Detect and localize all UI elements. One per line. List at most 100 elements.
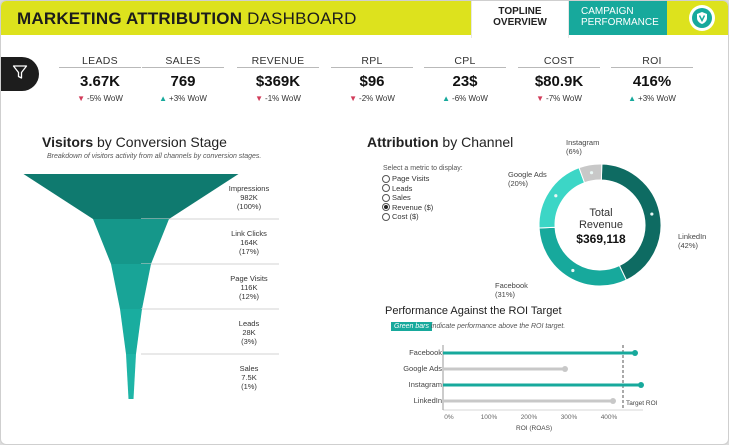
metric-radio-cost[interactable]: Cost ($): [382, 212, 419, 221]
kpi-change: ▲ +3% WoW: [611, 94, 693, 103]
tab-label-line2: OVERVIEW: [493, 17, 547, 28]
radio-circle[interactable]: [382, 184, 390, 192]
funnel-label-pct: (1%): [241, 382, 257, 391]
kpi-label: COST: [518, 55, 600, 68]
kpi-change: ▼ -1% WoW: [237, 94, 319, 103]
visitors-title-light: by Conversion Stage: [93, 134, 227, 150]
radio-label: Cost ($): [392, 212, 419, 221]
trend-down-icon: ▼: [255, 94, 264, 103]
kpi-value: 3.67K: [79, 73, 121, 90]
donut-center: Total Revenue $369,118: [564, 207, 638, 245]
roi-legend-text: indicate performance above the ROI targe…: [431, 323, 566, 330]
trend-up-icon: ▲: [159, 94, 168, 103]
donut-label-name: Instagram: [566, 138, 600, 147]
roi-bar-endpoint: [638, 382, 644, 388]
shield-leaf-icon: [689, 5, 715, 31]
kpi-change-text: -5% WoW: [87, 94, 123, 103]
metric-radio-revenue[interactable]: Revenue ($): [382, 203, 433, 212]
roi-axis-tick: 0%: [444, 414, 454, 421]
roi-category-label: Instagram: [408, 380, 442, 389]
metric-radio-page-visits[interactable]: Page Visits: [382, 174, 429, 183]
donut-slice-marker: [650, 212, 654, 216]
funnel-label-pct: (100%): [236, 202, 262, 211]
kpi-change-text: -7% WoW: [546, 94, 582, 103]
donut-label-linkedin: LinkedIn (42%): [678, 232, 706, 250]
attribution-title-bold: Attribution: [367, 134, 439, 150]
trend-down-icon: ▼: [77, 94, 86, 103]
donut-label-google-ads: Google Ads (20%): [508, 170, 547, 188]
kpi-card-cpl: CPL 23$ ▲ -6% WoW: [424, 55, 506, 103]
funnel-label: Sales 7.5K (1%): [219, 364, 279, 391]
donut-slice-marker: [554, 194, 558, 198]
metric-radio-leads[interactable]: Leads: [382, 184, 412, 193]
kpi-card-cost: COST $80.9K ▼ -7% WoW: [518, 55, 600, 103]
roi-title: Performance Against the ROI Target: [385, 305, 562, 317]
funnel-label-name: Impressions: [228, 184, 270, 193]
radio-circle[interactable]: [382, 174, 390, 183]
donut-center-line2: Revenue: [578, 219, 624, 231]
donut-label-name: Google Ads: [508, 170, 547, 179]
radio-label: Revenue ($): [392, 202, 434, 212]
filter-button[interactable]: [1, 57, 39, 91]
funnel-label: Leads 28K (3%): [219, 319, 279, 346]
funnel-label-name: Page Visits: [230, 274, 268, 283]
roi-axis-tick: 400%: [600, 414, 618, 421]
kpi-value: $80.9K: [534, 73, 584, 90]
kpi-change: ▲ -6% WoW: [424, 94, 506, 103]
roi-bar-linkedin[interactable]: [443, 399, 613, 403]
funnel-label-value: 7.5K: [241, 373, 257, 382]
roi-target-label: Target ROI: [626, 400, 658, 407]
roi-legend-tag: Green bars: [391, 322, 433, 331]
kpi-change-text: -6% WoW: [452, 94, 488, 103]
kpi-change-text: +3% WoW: [169, 94, 207, 103]
donut-label-name: Facebook: [495, 281, 528, 290]
kpi-value: 769: [170, 73, 196, 90]
kpi-value: $96: [359, 73, 385, 90]
kpi-label: REVENUE: [237, 55, 319, 68]
kpi-change-text: -2% WoW: [359, 94, 395, 103]
kpi-change-text: -1% WoW: [265, 94, 301, 103]
roi-bar-endpoint: [562, 366, 568, 372]
donut-label-pct: (31%): [495, 290, 516, 299]
trend-down-icon: ▼: [349, 94, 358, 103]
radio-circle[interactable]: [382, 212, 390, 221]
funnel-label-name: Sales: [239, 364, 259, 373]
roi-bar-instagram[interactable]: [443, 383, 641, 387]
funnel-label-pct: (17%): [238, 247, 259, 256]
donut-slice-marker: [571, 268, 575, 273]
visitors-title-bold: Visitors: [42, 134, 94, 150]
metric-radio-sales[interactable]: Sales: [382, 193, 411, 202]
radio-circle[interactable]: [382, 203, 390, 211]
roi-category-label: Google Ads: [403, 364, 442, 373]
funnel-label-value: 982K: [240, 193, 258, 202]
roi-bar-google-ads[interactable]: [443, 367, 565, 371]
metric-prompt: Select a metric to display:: [383, 165, 463, 172]
kpi-card-roi: ROI 416% ▲ +3% WoW: [611, 55, 693, 103]
filter-icon: [12, 64, 28, 85]
roi-bar-endpoint: [632, 350, 638, 356]
funnel-label-name: Leads: [238, 319, 260, 328]
trend-down-icon: ▼: [536, 94, 545, 103]
donut-label-pct: (6%): [566, 147, 582, 156]
roi-bar-facebook[interactable]: [443, 351, 635, 355]
kpi-card-revenue: REVENUE $369K ▼ -1% WoW: [237, 55, 319, 103]
attribution-title: Attribution by Channel: [367, 134, 513, 150]
tab-label-line1: TOPLINE: [498, 6, 542, 17]
kpi-value: 416%: [632, 73, 672, 90]
roi-bar-endpoint: [610, 398, 616, 404]
tab-label-line2: PERFORMANCE: [581, 17, 659, 28]
radio-circle[interactable]: [382, 193, 390, 202]
roi-axis-tick: 100%: [480, 414, 498, 421]
kpi-label: ROI: [611, 55, 693, 68]
attribution-title-light: by Channel: [438, 134, 514, 150]
funnel-label-pct: (12%): [238, 292, 259, 301]
roi-axis-tick: 200%: [520, 414, 538, 421]
kpi-card-leads: LEADS 3.67K ▼ -5% WoW: [59, 55, 141, 103]
donut-center-value: $369,118: [576, 232, 626, 246]
tab-campaign-performance[interactable]: CAMPAIGN PERFORMANCE: [569, 1, 667, 35]
title-light: DASHBOARD: [247, 9, 357, 28]
funnel-label-name: Link Clicks: [231, 229, 267, 238]
kpi-label: SALES: [142, 55, 224, 68]
tab-topline-overview[interactable]: TOPLINE OVERVIEW: [471, 1, 569, 38]
